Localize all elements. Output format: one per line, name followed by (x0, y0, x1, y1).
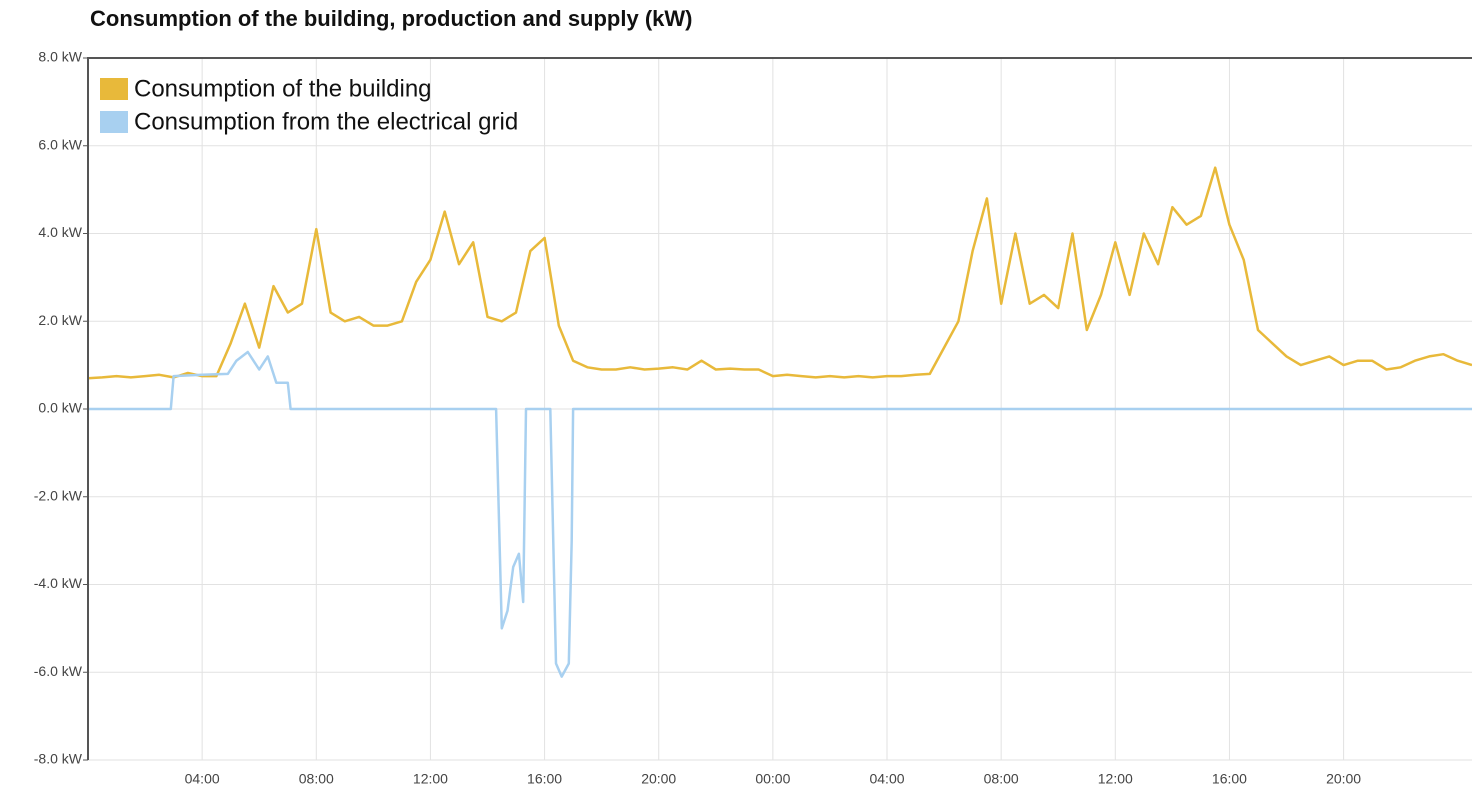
legend-swatch (100, 111, 128, 133)
x-tick-label: 20:00 (641, 771, 676, 787)
legend-label: Consumption from the electrical grid (134, 108, 518, 135)
x-tick-label: 00:00 (755, 771, 790, 787)
data-line (88, 350, 1472, 678)
data-line (87, 166, 1472, 380)
y-tick-label: 4.0 kW (38, 224, 82, 240)
x-tick-label: 12:00 (1098, 771, 1133, 787)
y-tick-label: 6.0 kW (38, 136, 82, 152)
axes: 8.0 kW 6.0 kW 4.0 kW 2.0 kW 0.0 kW -2.0 kW -4.… (34, 49, 1472, 787)
legend: Consumption of the building Consumption f… (100, 75, 518, 135)
y-tick-label: 2.0 kW (38, 312, 82, 328)
y-tick-label: -8.0 kW (34, 751, 83, 767)
legend-label: Consumption of the building (134, 75, 432, 102)
x-tick-label: 12:00 (413, 771, 448, 787)
y-tick-label: -6.0 kW (34, 663, 83, 679)
x-tick-label: 04:00 (185, 771, 220, 787)
x-tick-label: 16:00 (1212, 771, 1247, 787)
y-tick-label: 8.0 kW (38, 49, 82, 65)
legend-swatch (100, 78, 128, 100)
lines (87, 166, 1472, 678)
plot-frame (87, 57, 1472, 760)
y-tick-label: 0.0 kW (38, 400, 82, 416)
x-tick-label: 20:00 (1326, 771, 1361, 787)
x-tick-label: 08:00 (984, 771, 1019, 787)
y-tick-label: -4.0 kW (34, 575, 83, 591)
y-tick-label: -2.0 kW (34, 487, 83, 503)
x-tick-label: 16:00 (527, 771, 562, 787)
x-tick-label: 04:00 (869, 771, 904, 787)
chart-title: Consumption of the building, production … (90, 6, 692, 31)
x-tick-label: 08:00 (299, 771, 334, 787)
